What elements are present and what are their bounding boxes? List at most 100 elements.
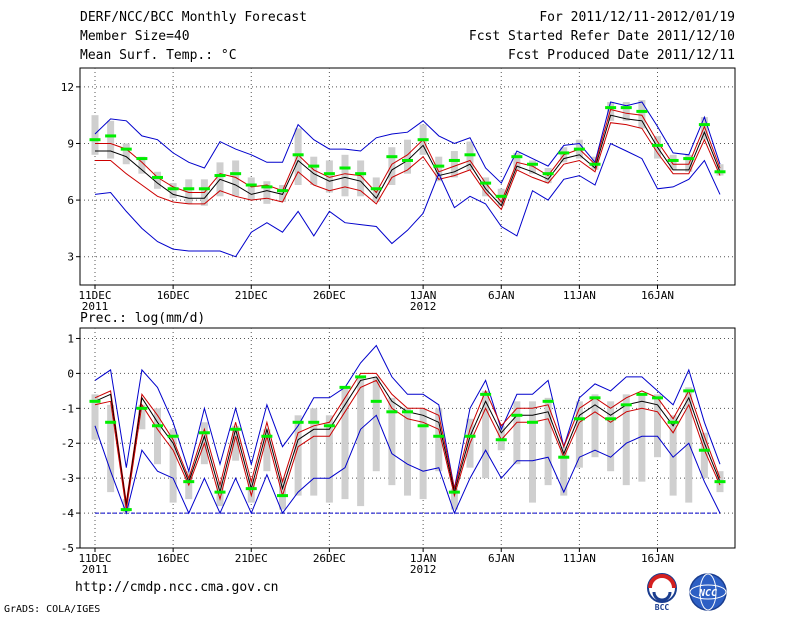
spread-box: [497, 425, 505, 451]
spread-box: [325, 415, 333, 503]
bcc-logo: BCC: [647, 573, 677, 612]
y-tick-label: -5: [61, 542, 74, 555]
spread-box: [263, 429, 271, 472]
x-tick-label: 16DEC: [157, 289, 190, 302]
spread-box: [357, 160, 365, 197]
forecast-produced: Fcst Produced Date 2011/12/11: [508, 48, 735, 63]
x-tick-label: 21DEC: [235, 289, 268, 302]
spread-box: [341, 387, 349, 500]
spread-box: [232, 425, 240, 461]
spread-box: [622, 101, 630, 121]
spread-box: [482, 390, 490, 479]
y-tick-label: -3: [61, 472, 74, 485]
spread-box: [154, 408, 161, 465]
forecast-started: Fcst Started Refer Date 2011/12/10: [468, 29, 735, 44]
spread-box: [122, 143, 130, 165]
spread-box: [310, 156, 318, 185]
spread-box: [185, 179, 193, 204]
variable-label: Mean Surf. Temp.: °C: [80, 48, 237, 63]
source-url[interactable]: http://cmdp.ncc.cma.gov.cn: [75, 580, 279, 595]
line-min: [94, 142, 721, 258]
y-tick-label: -1: [61, 402, 74, 415]
spread-box: [700, 432, 708, 479]
x-tick-label: 11DEC: [78, 289, 111, 302]
x-tick-label: 6JAN: [488, 289, 515, 302]
chart-title: DERF/NCC/BCC Monthly Forecast: [80, 10, 307, 25]
spread-box: [247, 177, 255, 201]
ncc-logo: NCC: [689, 573, 727, 611]
x-tick-label: 16JAN: [641, 552, 674, 565]
y-tick-label: -4: [61, 507, 75, 520]
grads-credit: GrADS: COLA/IGES: [4, 604, 101, 615]
spread-box: [294, 128, 302, 185]
plot-frame: [79, 67, 736, 286]
spread-box: [591, 394, 599, 458]
spread-box: [372, 376, 380, 472]
x-tick-year: 2012: [410, 563, 437, 576]
spread-box: [529, 160, 536, 174]
x-tick-year: 2012: [410, 300, 437, 313]
spread-box: [450, 151, 458, 178]
bcc-logo-text: BCC: [655, 603, 670, 612]
line-max: [94, 344, 721, 489]
spread-box: [294, 415, 302, 496]
x-tick-label: 21DEC: [235, 552, 268, 565]
x-tick-label: 1JAN: [410, 289, 437, 302]
spread-box: [607, 101, 615, 121]
spread-box: [247, 478, 255, 503]
spread-box: [716, 164, 724, 176]
plot-frame: [79, 327, 736, 549]
x-tick-year: 2011: [82, 300, 109, 313]
spread-box: [169, 183, 177, 199]
spread-box: [607, 401, 615, 472]
y-tick-label: 9: [67, 137, 74, 150]
spread-box: [169, 429, 177, 503]
y-tick-label: 12: [61, 81, 74, 94]
spread-box: [685, 387, 693, 503]
spread-box: [529, 401, 536, 503]
x-tick-label: 16JAN: [641, 289, 674, 302]
line-upper-red: [95, 108, 721, 203]
line-min: [94, 414, 721, 515]
x-tick-label: 16DEC: [157, 552, 190, 565]
x-tick-label: 26DEC: [313, 552, 346, 565]
y-tick-label: 3: [67, 251, 74, 264]
x-tick-label: 26DEC: [313, 289, 346, 302]
spread-box: [700, 117, 708, 140]
spread-box: [638, 100, 646, 129]
x-tick-label: 11DEC: [78, 552, 111, 565]
spread-box: [654, 394, 661, 458]
member-size: Member Size=40: [80, 29, 190, 44]
precip-title: Prec.: log(mm/d): [80, 311, 205, 326]
spread-box: [232, 160, 240, 197]
spread-box: [669, 415, 677, 496]
spread-box: [482, 177, 490, 197]
forecast-range: For 2011/12/11-2012/01/19: [539, 10, 735, 25]
spread-box: [575, 401, 583, 468]
y-tick-label: 1: [67, 332, 74, 345]
spread-box: [91, 394, 99, 440]
spread-box: [154, 171, 161, 189]
spread-box: [263, 181, 271, 204]
spread-box: [435, 156, 443, 182]
spread-box: [669, 154, 677, 170]
y-tick-label: -2: [61, 437, 74, 450]
ncc-logo-text: NCC: [698, 588, 717, 599]
spread-box: [388, 397, 396, 486]
spread-box: [107, 120, 115, 159]
x-tick-label: 1JAN: [410, 552, 437, 565]
spread-box: [560, 446, 568, 496]
spread-box: [513, 152, 521, 170]
spread-box: [325, 160, 333, 193]
spread-box: [341, 154, 349, 197]
spread-box: [450, 488, 458, 510]
y-tick-label: 6: [67, 194, 74, 207]
y-tick-label: 0: [67, 367, 74, 380]
spread-box: [435, 408, 443, 472]
x-tick-label: 11JAN: [563, 289, 596, 302]
x-tick-label: 6JAN: [488, 552, 515, 565]
spread-box: [91, 115, 99, 155]
x-tick-year: 2011: [82, 563, 109, 576]
